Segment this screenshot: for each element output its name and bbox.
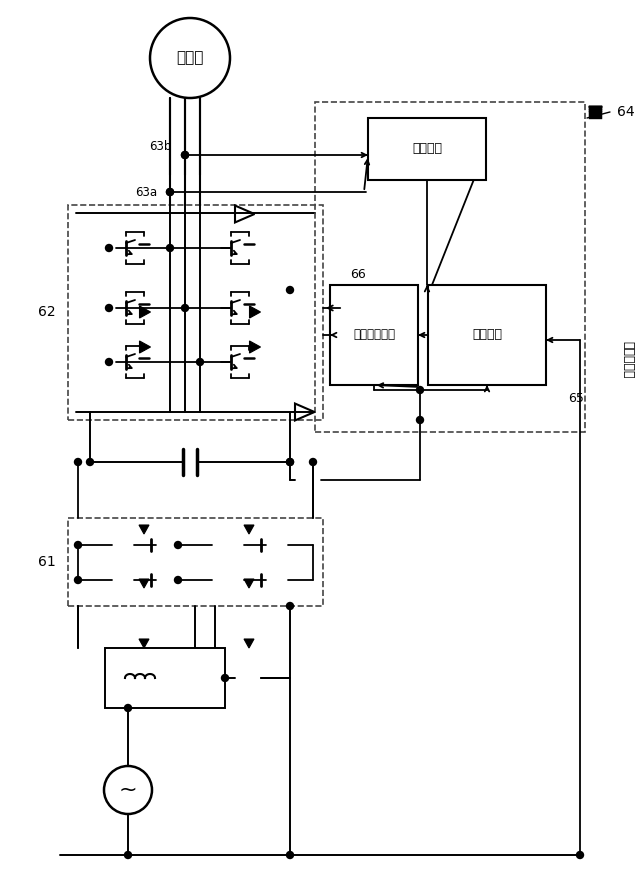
Circle shape	[417, 417, 424, 424]
Circle shape	[287, 602, 294, 609]
Circle shape	[310, 458, 317, 466]
Circle shape	[166, 188, 173, 195]
Bar	[315, 102, 585, 432]
Text: 63b: 63b	[150, 141, 172, 153]
Text: 電流制御: 電流制御	[472, 328, 502, 342]
Text: 65: 65	[568, 392, 584, 404]
Text: ~: ~	[118, 780, 138, 800]
Text: 64: 64	[617, 105, 635, 119]
Polygon shape	[244, 525, 254, 534]
Circle shape	[104, 766, 152, 814]
Polygon shape	[139, 525, 149, 534]
Circle shape	[125, 705, 131, 712]
Polygon shape	[140, 341, 150, 353]
Circle shape	[125, 852, 131, 858]
Circle shape	[166, 244, 173, 252]
Polygon shape	[140, 306, 150, 318]
Circle shape	[182, 152, 189, 159]
Text: 63a: 63a	[135, 186, 157, 199]
Text: 62: 62	[38, 305, 56, 319]
Bar	[68, 205, 323, 420]
Circle shape	[196, 359, 204, 366]
Text: 出力電圧制限: 出力電圧制限	[353, 328, 395, 342]
Polygon shape	[244, 639, 254, 648]
Text: 電流指令値: 電流指令値	[621, 342, 634, 379]
Bar	[428, 285, 546, 385]
Circle shape	[150, 18, 230, 98]
Bar	[330, 285, 418, 385]
Polygon shape	[244, 579, 254, 588]
Bar	[68, 518, 323, 606]
Circle shape	[577, 852, 584, 858]
Circle shape	[287, 286, 294, 293]
Bar	[105, 648, 225, 708]
Circle shape	[221, 674, 228, 681]
Circle shape	[417, 386, 424, 393]
Polygon shape	[250, 306, 260, 318]
Text: 66: 66	[350, 268, 365, 282]
Circle shape	[74, 576, 81, 583]
Circle shape	[74, 458, 81, 466]
Polygon shape	[250, 341, 260, 353]
Text: 電動機: 電動機	[176, 51, 204, 65]
Polygon shape	[139, 639, 149, 648]
Circle shape	[106, 244, 113, 252]
Circle shape	[74, 541, 81, 549]
Circle shape	[287, 852, 294, 858]
Circle shape	[182, 152, 189, 159]
Bar	[368, 118, 486, 180]
Circle shape	[287, 458, 294, 466]
Text: 61: 61	[38, 555, 56, 569]
Circle shape	[287, 458, 294, 466]
Circle shape	[175, 576, 182, 583]
Circle shape	[182, 304, 189, 311]
Circle shape	[106, 304, 113, 311]
Circle shape	[175, 541, 182, 549]
Circle shape	[106, 359, 113, 366]
Circle shape	[166, 188, 173, 195]
Circle shape	[86, 458, 93, 466]
Text: 速度検出: 速度検出	[412, 143, 442, 155]
Polygon shape	[139, 579, 149, 588]
